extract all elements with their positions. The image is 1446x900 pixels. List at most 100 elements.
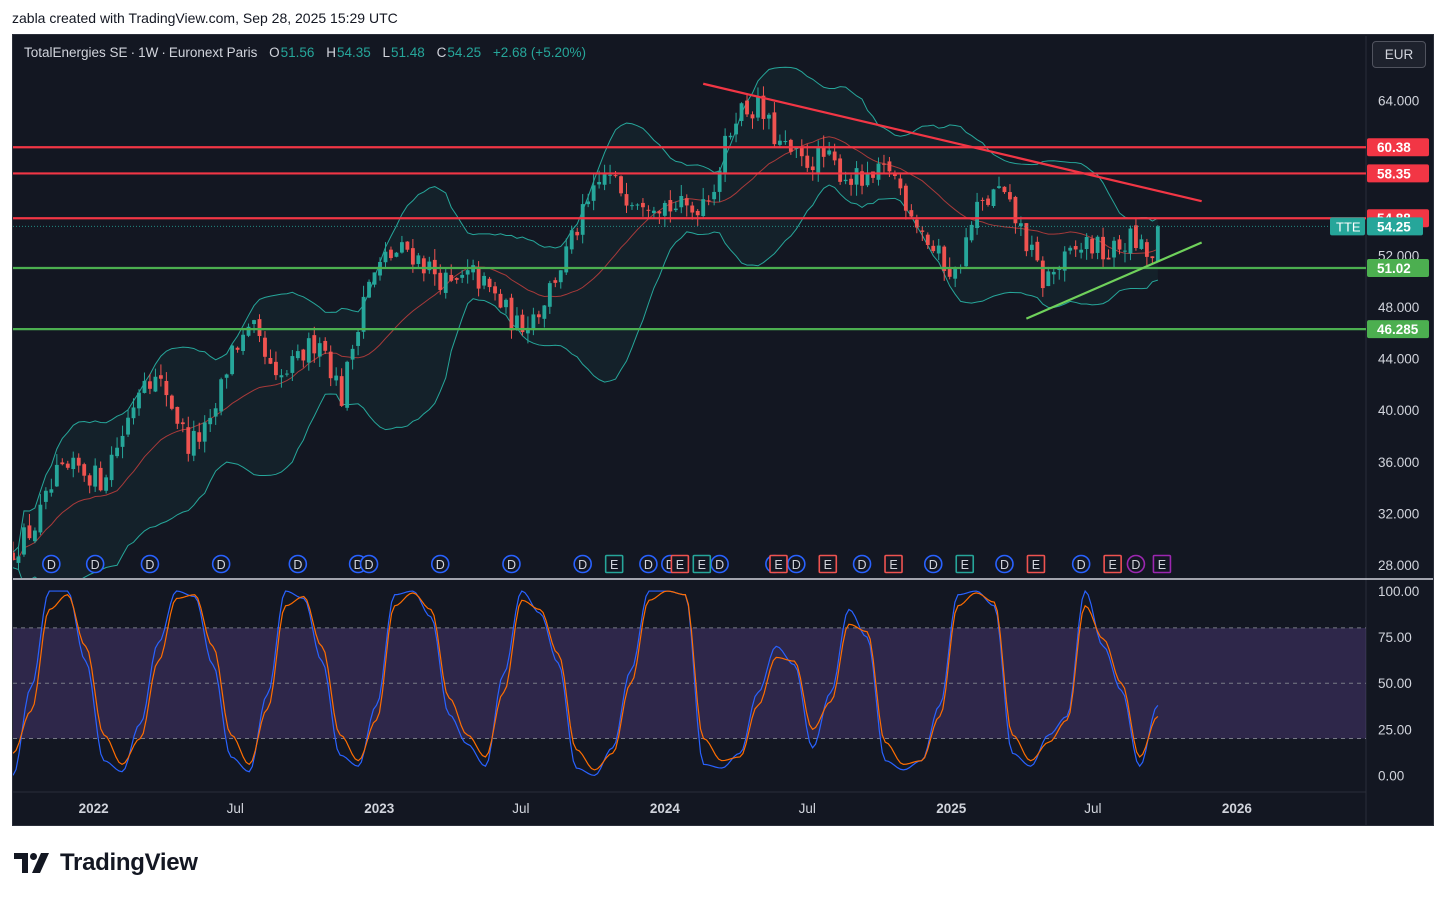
candle-body <box>1051 271 1056 275</box>
candle-body <box>520 314 525 333</box>
candle <box>493 281 497 301</box>
candle <box>575 227 580 241</box>
candle-body <box>356 332 361 346</box>
candle <box>1117 235 1122 255</box>
candle-body <box>323 340 328 351</box>
candle <box>186 416 191 462</box>
candle-body <box>964 237 969 267</box>
candle-body <box>515 315 519 328</box>
candle <box>356 329 361 356</box>
candle-body <box>427 261 432 271</box>
candle <box>153 368 158 393</box>
legend-close: 54.25 <box>447 45 482 60</box>
candle-body <box>372 272 377 285</box>
candle-body <box>761 95 766 119</box>
candle-body <box>1123 250 1127 252</box>
candle <box>1068 245 1073 255</box>
candle <box>750 111 755 129</box>
candle <box>279 369 284 388</box>
candle <box>591 174 596 211</box>
candle <box>827 141 832 156</box>
candle <box>849 174 854 196</box>
candle-body <box>1095 236 1100 253</box>
candle-body <box>1134 225 1138 248</box>
candle-body <box>838 158 843 182</box>
candle <box>191 420 196 462</box>
price-tick-label: 28.000 <box>1378 558 1419 573</box>
candle <box>712 184 717 206</box>
candle-body <box>657 211 662 214</box>
candle-body <box>1068 247 1073 251</box>
candle <box>936 238 941 261</box>
candle-body <box>624 194 629 206</box>
earnings-marker-letter: E <box>1158 558 1166 572</box>
candle-body <box>153 376 158 392</box>
dividend-marker-letter: D <box>578 558 587 572</box>
candle-body <box>969 224 974 241</box>
dividend-marker-shape <box>710 554 729 574</box>
candle-body <box>986 198 990 205</box>
dividend-marker-shape <box>573 554 592 574</box>
currency-button[interactable]: EUR <box>1372 41 1426 68</box>
stochastic-line-k <box>13 589 1159 777</box>
dividend-marker: D <box>42 554 61 574</box>
price-tick-label: 48.000 <box>1378 300 1419 315</box>
earnings-marker-shape <box>955 554 975 574</box>
candle-body <box>115 447 119 457</box>
time-tick-label: 2024 <box>650 801 681 816</box>
candle-body <box>235 347 240 350</box>
candle <box>498 289 503 309</box>
candle <box>728 132 733 140</box>
candle-body <box>1057 268 1062 271</box>
candle <box>980 197 985 211</box>
candle-body <box>224 374 229 378</box>
dividend-marker-shape <box>140 554 160 574</box>
candle <box>898 174 903 196</box>
dividend-marker: D <box>288 554 308 574</box>
dividend-marker-letter: D <box>929 558 938 572</box>
candle <box>761 86 766 130</box>
candle-body <box>717 170 722 192</box>
candle-body <box>1013 196 1018 224</box>
candle <box>1040 256 1045 297</box>
earnings-marker-shape <box>1152 554 1172 574</box>
candle <box>22 523 26 557</box>
candle-body <box>947 268 952 277</box>
chart-area[interactable] <box>12 34 1434 826</box>
candle-body <box>953 268 958 279</box>
candle <box>536 310 541 324</box>
legend-interval: 1W <box>138 45 159 60</box>
candle-body <box>1106 257 1111 260</box>
dividend-marker-letter: D <box>507 558 516 572</box>
candle-body <box>788 139 793 152</box>
candle-body <box>175 406 180 424</box>
time-tick-label: 2023 <box>364 801 395 816</box>
level-tag-support <box>1367 320 1429 339</box>
candle <box>1013 195 1018 234</box>
candle-body <box>777 140 782 145</box>
legend-open-label: O <box>269 45 280 60</box>
candle-body <box>148 381 152 389</box>
candle <box>569 225 574 254</box>
level-tag-label: 51.02 <box>1377 261 1411 276</box>
candle <box>400 235 404 254</box>
candle-body <box>892 173 897 177</box>
candle <box>630 202 634 210</box>
dividend-marker-letter: D <box>792 558 801 572</box>
bollinger-upper <box>13 66 1159 553</box>
candle-body <box>525 327 530 334</box>
candle-body <box>137 392 141 409</box>
candle-body <box>202 422 207 442</box>
candle <box>1002 186 1007 194</box>
candle-body <box>810 166 815 171</box>
candle <box>312 326 317 363</box>
candle <box>367 279 371 299</box>
candle-body <box>679 195 684 208</box>
candle-body <box>164 380 169 396</box>
earnings-marker-shape <box>1103 554 1122 574</box>
candle-body <box>673 208 678 211</box>
candle-body <box>493 286 497 294</box>
candle <box>504 298 508 314</box>
candle-body <box>345 361 350 408</box>
dividend-marker: D <box>923 554 943 574</box>
